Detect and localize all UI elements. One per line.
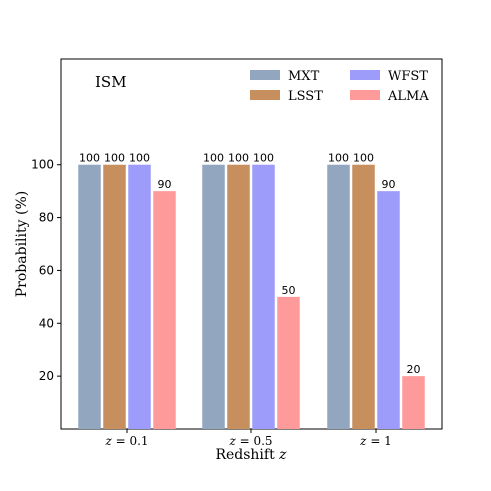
bar-lsst-1 <box>103 164 126 429</box>
y-tick-label-100: 100 <box>31 158 54 172</box>
bar-mxt-2 <box>202 164 225 429</box>
value-label-alma-1: 90 <box>158 178 172 191</box>
chart-annotation: ISM <box>95 73 127 91</box>
value-label-mxt-3: 100 <box>328 152 349 165</box>
legend: MXT LSST WFST ALMA <box>250 69 429 104</box>
legend-label-mxt: MXT <box>288 69 320 84</box>
bar-mxt-1 <box>78 164 101 429</box>
legend-swatch-lsst <box>250 90 280 100</box>
x-axis-label: Redshift z <box>215 447 287 463</box>
x-tick-label-1: z = 0.1 <box>104 434 148 448</box>
value-labels-layer: 100 100 100 100 100 100 100 100 90 90 50 20 <box>79 152 421 376</box>
y-tick-label-40: 40 <box>39 316 54 330</box>
value-label-wfst-1: 100 <box>129 152 150 165</box>
legend-label-wfst: WFST <box>388 69 428 84</box>
y-tick-label-80: 80 <box>39 211 54 225</box>
bar-alma-1 <box>153 191 176 429</box>
bar-lsst-3 <box>352 164 375 429</box>
legend-swatch-alma <box>350 90 380 100</box>
value-label-wfst-3: 90 <box>382 178 396 191</box>
x-tick-label-2: z = 0.5 <box>228 434 272 448</box>
y-tick-label-60: 60 <box>39 263 54 277</box>
value-label-alma-2: 50 <box>282 284 296 297</box>
value-label-lsst-3: 100 <box>353 152 374 165</box>
y-axis: 20 40 60 80 100 <box>31 158 61 383</box>
x-tick-label-3: z = 1 <box>359 434 392 448</box>
bar-wfst-2 <box>252 164 275 429</box>
bar-wfst-3 <box>377 191 400 429</box>
bar-alma-3 <box>402 376 425 429</box>
bar-mxt-3 <box>327 164 350 429</box>
bars-layer <box>78 164 425 429</box>
bar-alma-2 <box>277 296 300 429</box>
legend-swatch-mxt <box>250 70 280 80</box>
y-tick-label-20: 20 <box>39 369 54 383</box>
value-label-mxt-1: 100 <box>79 152 100 165</box>
value-label-wfst-2: 100 <box>253 152 274 165</box>
legend-label-alma: ALMA <box>387 89 429 104</box>
legend-label-lsst: LSST <box>288 89 323 104</box>
bar-wfst-1 <box>128 164 151 429</box>
bar-lsst-2 <box>227 164 250 429</box>
value-label-alma-3: 20 <box>407 363 421 376</box>
value-label-lsst-2: 100 <box>228 152 249 165</box>
legend-swatch-wfst <box>350 70 380 80</box>
x-axis: z = 0.1 z = 0.5 z = 1 <box>104 429 392 448</box>
value-label-mxt-2: 100 <box>203 152 224 165</box>
y-axis-label: Probability (%) <box>14 191 30 297</box>
value-label-lsst-1: 100 <box>104 152 125 165</box>
